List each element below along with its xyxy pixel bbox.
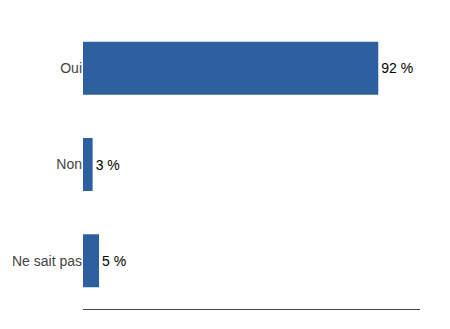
svg-text:5 %: 5 %	[102, 253, 126, 269]
svg-text:Non: Non	[56, 156, 82, 172]
svg-text:Ne sait pas: Ne sait pas	[12, 253, 82, 269]
svg-text:3 %: 3 %	[96, 157, 120, 173]
svg-text:92 %: 92 %	[381, 60, 413, 76]
svg-text:Oui: Oui	[60, 60, 82, 76]
